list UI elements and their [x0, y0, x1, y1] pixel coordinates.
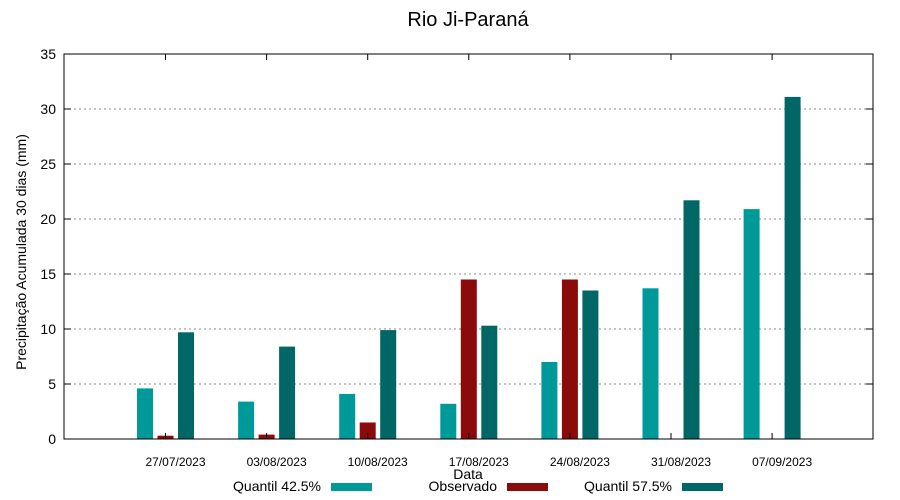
bar — [440, 403, 457, 439]
bar — [541, 362, 558, 439]
x-tick-label: 03/08/2023 — [247, 455, 307, 469]
bar — [460, 279, 477, 439]
bar — [339, 393, 356, 439]
bar — [481, 325, 498, 439]
legend-swatch — [331, 483, 372, 491]
y-tick-label: 25 — [40, 156, 56, 172]
bar — [279, 346, 296, 439]
y-axis-label: Precipitação Acumulada 30 dias (mm) — [13, 134, 29, 370]
y-tick-label: 30 — [40, 101, 56, 117]
y-tick-label: 0 — [48, 431, 56, 447]
bar — [784, 96, 801, 440]
y-axis-ticks: 0 5 10 15 20 25 30 35 — [40, 46, 873, 447]
x-tick-label: 27/07/2023 — [145, 455, 205, 469]
bar — [683, 200, 700, 439]
y-tick-label: 20 — [40, 211, 56, 227]
x-axis-label: Data — [453, 466, 483, 482]
legend-swatch — [507, 483, 548, 491]
bar — [582, 290, 599, 439]
x-tick-label: 10/08/2023 — [348, 455, 408, 469]
bar — [178, 332, 194, 439]
legend-label: Quantil 42.5% — [233, 478, 321, 494]
legend: Quantil 42.5% Observado Quantil 57.5% — [233, 478, 723, 494]
x-axis-ticks: 27/07/2023 03/08/2023 10/08/2023 17/08/2023… — [145, 54, 812, 469]
legend-label: Observado — [429, 478, 498, 494]
bar — [238, 401, 255, 439]
bar — [359, 422, 376, 439]
chart-title: Rio Ji-Paraná — [407, 9, 529, 31]
bar — [561, 279, 578, 439]
legend-swatch — [682, 483, 723, 491]
bar — [642, 288, 659, 439]
y-tick-label: 15 — [40, 266, 56, 282]
legend-label: Quantil 57.5% — [584, 478, 672, 494]
y-tick-label: 35 — [40, 46, 56, 62]
y-tick-label: 10 — [40, 321, 56, 337]
x-tick-label: 31/08/2023 — [651, 455, 711, 469]
x-tick-label: 17/08/2023 — [449, 455, 509, 469]
x-tick-label: 07/09/2023 — [752, 455, 812, 469]
bar — [743, 209, 760, 439]
bars — [137, 96, 801, 440]
bar — [380, 330, 397, 439]
y-tick-label: 5 — [48, 376, 56, 392]
bar — [137, 388, 153, 439]
x-tick-label: 24/08/2023 — [550, 455, 610, 469]
